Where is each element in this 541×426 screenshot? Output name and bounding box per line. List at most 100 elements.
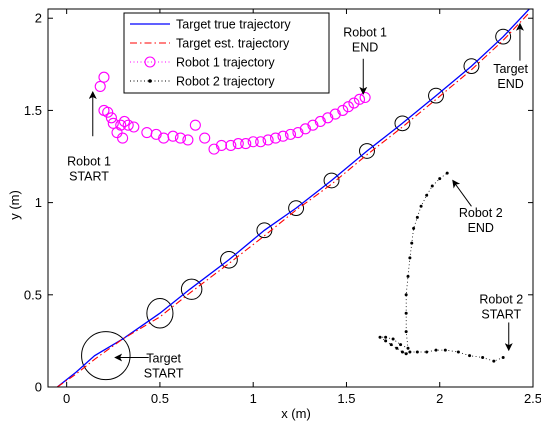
legend-swatch-robot1-marker bbox=[144, 56, 156, 68]
robot1-point bbox=[307, 119, 319, 131]
target-uncertainty-circle bbox=[146, 297, 174, 329]
robot1-point bbox=[115, 119, 127, 131]
y-tick-label: 0.5 bbox=[24, 287, 42, 302]
annotation-label: Robot 2 bbox=[479, 293, 523, 307]
annotation-label: END bbox=[497, 77, 523, 91]
robot2-point bbox=[481, 355, 485, 359]
target-uncertainty-circle bbox=[495, 28, 512, 45]
y-tick-label: 1 bbox=[35, 195, 42, 210]
robot1-point bbox=[329, 108, 341, 120]
robot1-point bbox=[292, 126, 304, 139]
x-tick-label: 2.5 bbox=[524, 391, 541, 406]
robot1-point bbox=[98, 71, 110, 83]
robot1-point bbox=[225, 139, 237, 151]
legend-box bbox=[123, 12, 330, 94]
series-line-target-est bbox=[56, 12, 530, 387]
legend-entry-label: Robot 2 trajectory bbox=[176, 75, 275, 89]
series-line-robot2 bbox=[378, 172, 504, 362]
robot2-point bbox=[443, 348, 447, 352]
x-tick-label: 0.5 bbox=[151, 391, 169, 406]
robot2-point bbox=[378, 335, 382, 339]
robot1-point bbox=[208, 143, 220, 155]
robot1-point bbox=[255, 136, 267, 148]
robot2-point bbox=[492, 359, 496, 363]
robot1-point bbox=[94, 80, 106, 92]
robot2-point bbox=[406, 274, 410, 278]
target-uncertainty-circle bbox=[359, 143, 375, 159]
robot1-point bbox=[182, 134, 194, 146]
robot1-point bbox=[102, 106, 114, 118]
y-axis-label: y (m) bbox=[7, 190, 22, 220]
target-uncertainty-circle bbox=[220, 250, 238, 269]
robot1-point bbox=[277, 130, 289, 142]
robot2-point bbox=[410, 241, 414, 245]
robot1-point bbox=[167, 130, 179, 142]
robot1-point bbox=[174, 132, 186, 144]
robot1-point bbox=[215, 139, 228, 151]
robot2-point bbox=[384, 335, 388, 339]
annotation-label: END bbox=[352, 40, 378, 54]
robot1-point bbox=[262, 134, 274, 146]
robot2-point bbox=[438, 177, 442, 181]
legend-entry-label: Target true trajectory bbox=[176, 18, 291, 32]
robot1-point bbox=[232, 138, 244, 150]
robot2-point bbox=[406, 346, 410, 350]
robot2-point bbox=[501, 355, 505, 359]
robot1-point bbox=[270, 132, 282, 144]
plot-area bbox=[56, 9, 530, 387]
robot2-point bbox=[419, 204, 423, 208]
x-axis-label: x (m) bbox=[281, 406, 311, 421]
robot1-point bbox=[150, 128, 162, 140]
robot1-point bbox=[199, 132, 211, 144]
robot2-point bbox=[430, 184, 434, 188]
robot2-point bbox=[415, 215, 419, 219]
robot2-point bbox=[425, 350, 429, 354]
robot1-point bbox=[117, 132, 129, 144]
robot1-point bbox=[189, 119, 201, 131]
robot2-point bbox=[415, 350, 419, 354]
x-tick-label: 1 bbox=[250, 391, 257, 406]
legend-entry-label: Target est. trajectory bbox=[176, 37, 290, 51]
axes: 0 0.5 1 1.5 2 2.5 0 0.5 1 1.5 2 bbox=[24, 8, 541, 406]
annotation-label: START bbox=[69, 169, 109, 183]
robot1-point bbox=[348, 97, 360, 109]
y-tick-label: 1.5 bbox=[24, 103, 42, 118]
robot1-point bbox=[118, 115, 131, 128]
annotation-label: END bbox=[468, 221, 494, 235]
annotation-label: Target bbox=[493, 62, 528, 76]
robot2-point bbox=[399, 343, 403, 347]
robot2-point bbox=[434, 348, 438, 352]
target-uncertainty-circle bbox=[288, 200, 305, 217]
x-tick-label: 1.5 bbox=[337, 391, 355, 406]
series-line-target-true bbox=[56, 9, 530, 387]
robot1-point bbox=[337, 104, 349, 116]
robot1-point bbox=[122, 119, 134, 131]
robot1-point bbox=[111, 126, 123, 139]
target-uncertainty-circle bbox=[323, 172, 340, 189]
annotation-arrow bbox=[452, 179, 472, 207]
robot1-point bbox=[284, 128, 297, 140]
robot1-point bbox=[105, 112, 117, 124]
target-uncertainty-circle bbox=[463, 58, 480, 75]
robot1-point bbox=[299, 123, 311, 135]
robot2-point bbox=[408, 256, 412, 260]
robot1-point bbox=[141, 126, 153, 139]
robot2-point bbox=[404, 352, 408, 356]
annotation-label: Robot 2 bbox=[459, 206, 503, 220]
robot2-point bbox=[404, 311, 408, 315]
target-uncertainty-circle bbox=[428, 87, 444, 104]
robot2-point bbox=[400, 350, 404, 354]
legend-entry-label: Robot 1 trajectory bbox=[176, 56, 275, 70]
legend: Target true trajectory Target est. trajec… bbox=[123, 12, 330, 94]
robot1-point bbox=[342, 101, 354, 113]
robot2-point bbox=[408, 350, 412, 354]
robot2-point bbox=[404, 330, 408, 334]
y-tick-label: 2 bbox=[35, 11, 42, 26]
robot2-point bbox=[391, 337, 395, 341]
robot1-point bbox=[359, 91, 371, 104]
robot2-point bbox=[468, 354, 472, 358]
robot1-point bbox=[240, 138, 252, 150]
y-tick-label: 0 bbox=[35, 380, 42, 395]
annotation-label: START bbox=[144, 367, 184, 381]
